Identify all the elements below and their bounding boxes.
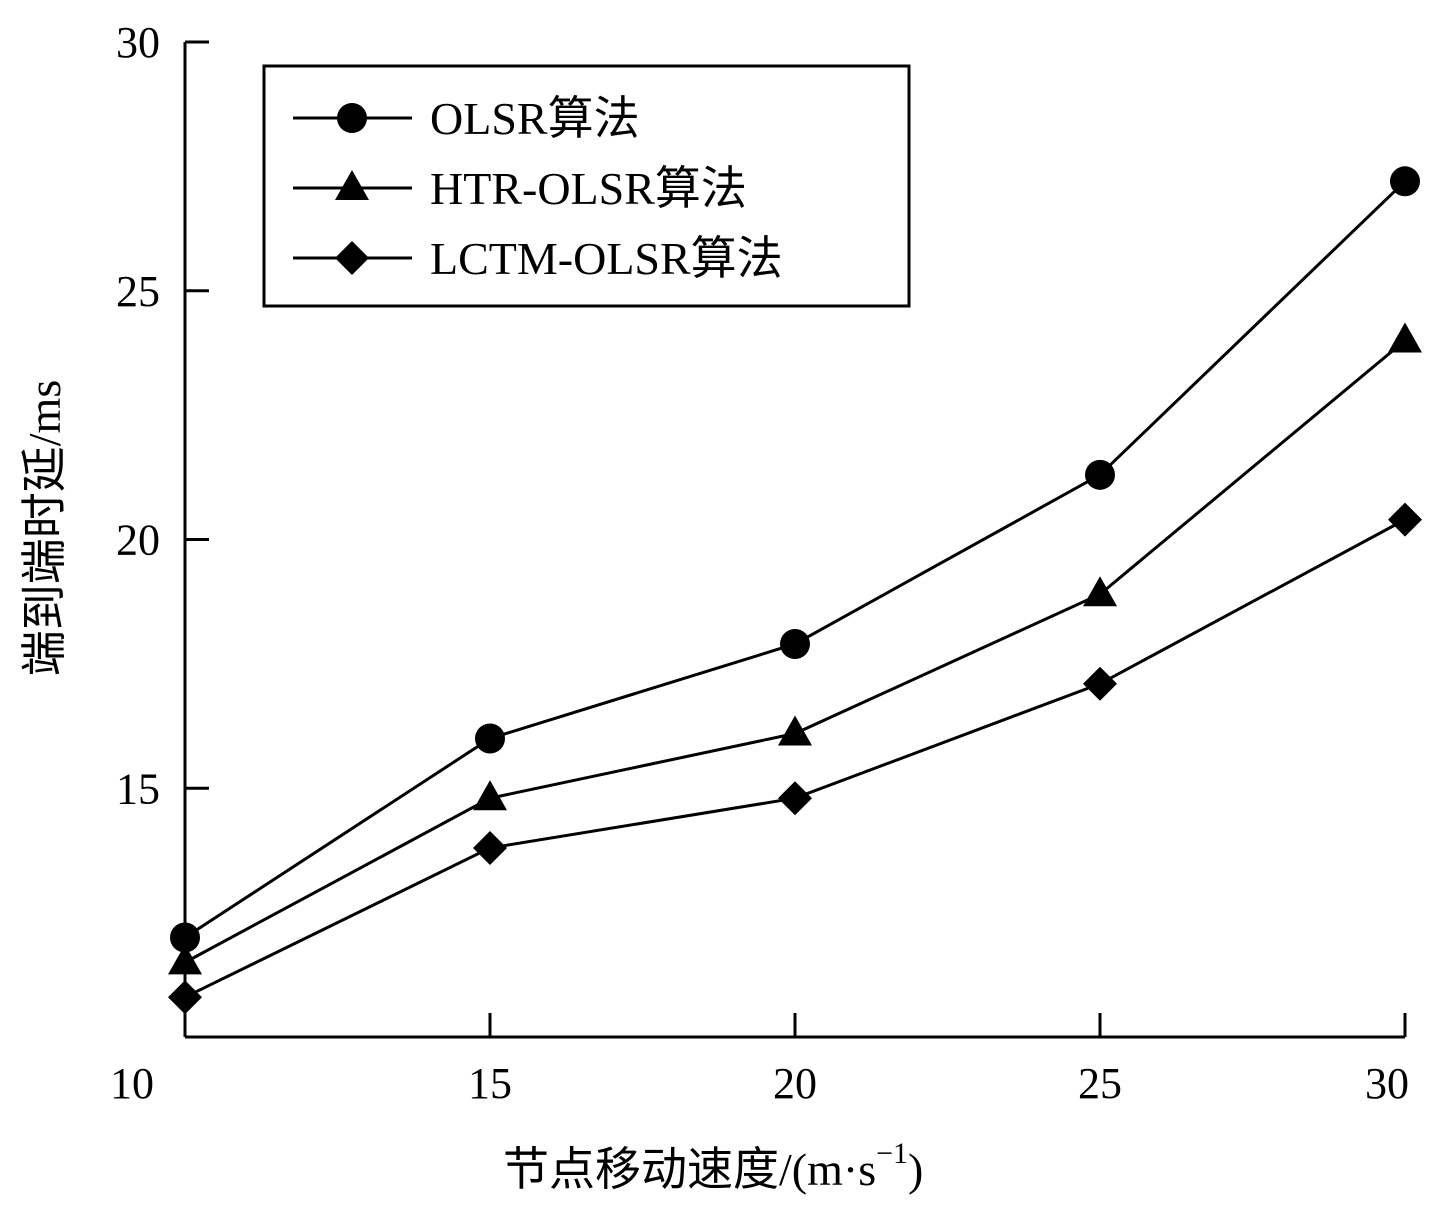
data-point	[1388, 322, 1422, 353]
y-axis-label: 端到端时延/ms	[19, 380, 70, 676]
y-tick-label: 20	[116, 516, 160, 565]
legend-marker-circle	[337, 103, 367, 133]
x-axis-label: 节点移动速度/(m·s−1)	[503, 1137, 923, 1195]
legend-marker-triangle	[335, 170, 369, 200]
x-tick-label: 15	[468, 1059, 512, 1108]
legend-box	[262, 64, 911, 308]
series-markers	[168, 166, 1422, 1015]
y-tick-label: 30	[116, 18, 160, 67]
data-point	[778, 715, 812, 746]
data-point	[168, 980, 202, 1015]
y-tick-label: 15	[116, 764, 160, 813]
legend-label: HTR-OLSR算法	[430, 163, 747, 214]
data-point	[170, 922, 200, 953]
data-point	[473, 780, 507, 811]
data-point	[1390, 166, 1420, 197]
data-point	[1085, 459, 1115, 490]
series-line-2	[184, 518, 1406, 999]
data-point	[1083, 666, 1117, 701]
legend-marker-diamond	[335, 241, 369, 275]
data-point	[1083, 576, 1117, 607]
data-point	[473, 830, 507, 865]
legend-label: OLSR算法	[430, 93, 640, 144]
legend-label: LCTM-OLSR算法	[430, 233, 783, 284]
data-point	[475, 723, 505, 754]
y-tick-label: 25	[116, 267, 160, 316]
legend: OLSR算法 HTR-OLSR算法 LCTM-OLSR算法	[262, 64, 911, 308]
ticks: 10 15 20 25 30 15 20 25 30	[110, 18, 1409, 1108]
x-tick-label: 30	[1365, 1059, 1409, 1108]
data-point	[778, 781, 812, 816]
x-tick-label: 25	[1078, 1059, 1122, 1108]
data-point	[780, 628, 810, 659]
x-tick-label: 20	[773, 1059, 817, 1108]
data-point	[1388, 502, 1422, 537]
x-tick-label: 10	[110, 1059, 154, 1108]
data-point	[168, 944, 202, 975]
